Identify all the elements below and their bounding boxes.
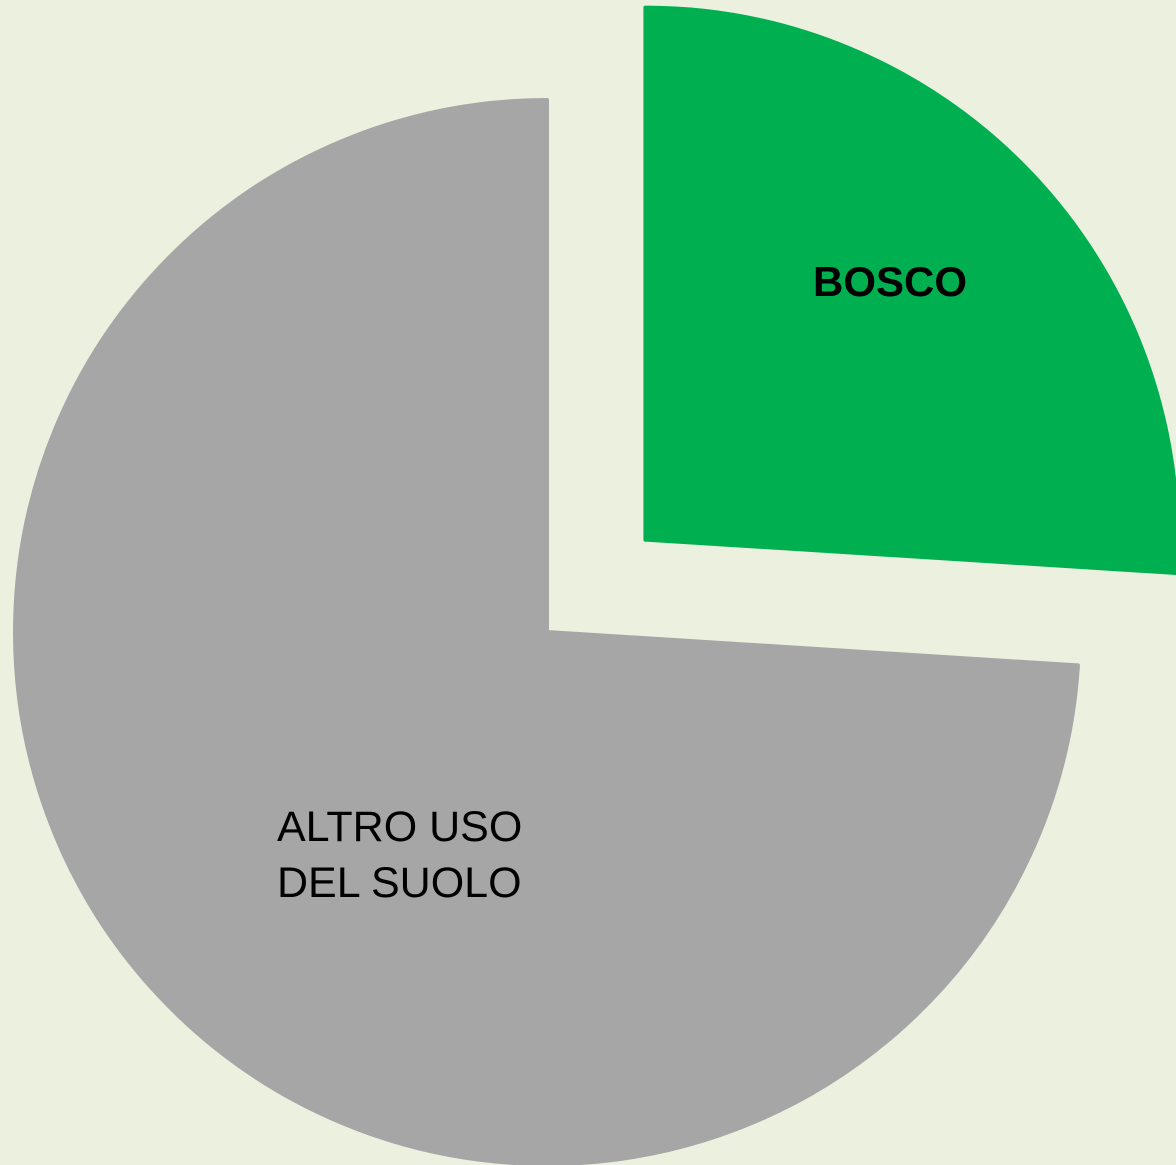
pie-slice [13,98,1080,1165]
pie-slice [643,5,1176,575]
slice-label: BOSCO [812,258,967,305]
slice-label: ALTRO USO DEL SUOLO [277,803,523,907]
